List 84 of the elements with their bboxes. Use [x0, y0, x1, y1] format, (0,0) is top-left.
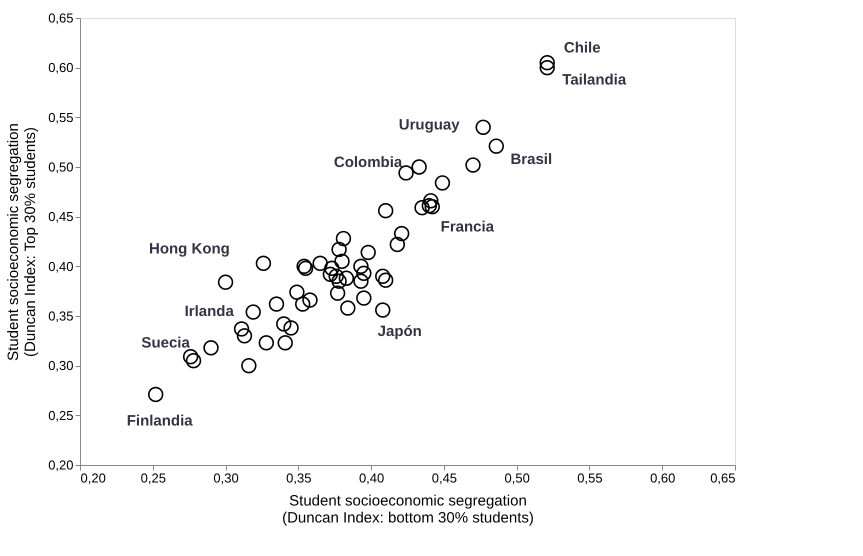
annotation: Colombia — [334, 154, 403, 171]
x-tick-label: 0,65 — [710, 470, 736, 486]
point — [378, 272, 394, 288]
y-tick-label: 0,50 — [48, 160, 74, 174]
annotation: Brasil — [510, 151, 552, 168]
point — [203, 340, 219, 356]
annotation: Uruguay — [398, 116, 460, 134]
point — [465, 157, 481, 173]
y-tick-label: 0,45 — [48, 209, 74, 224]
point — [336, 230, 352, 246]
point — [340, 300, 356, 316]
point — [356, 290, 372, 306]
point — [258, 335, 274, 350]
point — [378, 203, 394, 218]
y-tick-label: 0,60 — [48, 60, 74, 76]
point — [488, 138, 504, 154]
point — [540, 60, 555, 76]
point — [331, 242, 347, 258]
point — [423, 193, 438, 208]
point — [331, 274, 347, 289]
point — [394, 226, 410, 242]
point — [295, 296, 310, 312]
point — [302, 292, 318, 308]
point — [360, 244, 376, 260]
y-tick-label: 0,35 — [48, 308, 74, 324]
y-tick-label: 0,30 — [48, 358, 74, 374]
y-tick-label: 0,20 — [48, 458, 74, 472]
point — [278, 335, 293, 350]
x-tick-label: 0,55 — [577, 470, 603, 486]
annotation: Hong Kong — [148, 240, 230, 258]
x-tick-label: 0,35 — [286, 470, 312, 486]
annotation: Chile — [564, 40, 601, 57]
point — [334, 254, 350, 270]
point — [540, 55, 555, 70]
point — [312, 256, 328, 272]
x-tick-label: 0,30 — [213, 470, 239, 486]
annotation: Francia — [440, 218, 495, 236]
point — [246, 304, 261, 320]
point — [148, 386, 164, 402]
x-tick-label: 0,40 — [358, 470, 384, 486]
point — [375, 302, 390, 318]
point — [276, 316, 292, 332]
y-tick-label: 0,55 — [48, 110, 74, 125]
annotation: Finlandia — [126, 412, 194, 430]
x-tick-label: 0,50 — [504, 470, 530, 486]
point — [328, 268, 344, 284]
point — [268, 296, 284, 312]
annotation: Suecia — [141, 334, 190, 352]
point — [411, 159, 427, 175]
point — [375, 268, 390, 284]
point — [218, 274, 234, 290]
point — [330, 285, 346, 301]
point — [186, 353, 202, 368]
point — [356, 266, 372, 281]
point — [182, 349, 198, 364]
point — [322, 266, 338, 282]
point — [289, 284, 305, 300]
y-axis-title: Student socioeconomic segregation (Duncan Index: Top 30% students) — [5, 123, 40, 361]
point — [475, 120, 491, 135]
annotation: Tailandia — [562, 72, 627, 89]
x-tick-label: 0,20 — [80, 470, 106, 486]
annotation: Irlanda — [184, 303, 234, 320]
point — [390, 236, 406, 252]
y-tick-label: 0,40 — [48, 258, 74, 274]
point — [234, 321, 250, 337]
annotation: Japón — [378, 323, 422, 340]
y-tick-label: 0,25 — [48, 408, 74, 423]
point — [353, 258, 369, 274]
point — [424, 199, 440, 214]
point — [283, 320, 299, 336]
x-tick-label: 0,25 — [140, 470, 166, 486]
point — [422, 198, 438, 214]
point — [256, 256, 272, 272]
point — [353, 274, 369, 289]
x-tick-label: 0,45 — [432, 470, 458, 486]
point — [338, 270, 354, 286]
y-tick-label: 0,65 — [48, 10, 74, 26]
point — [324, 260, 340, 276]
x-axis-title: Student socioeconomic segregation (Duncan Index: bottom 30% students) — [282, 492, 534, 526]
point — [241, 358, 257, 374]
point — [414, 200, 430, 216]
point — [236, 328, 252, 344]
x-tick-label: 0,60 — [650, 470, 676, 486]
point — [434, 175, 450, 191]
